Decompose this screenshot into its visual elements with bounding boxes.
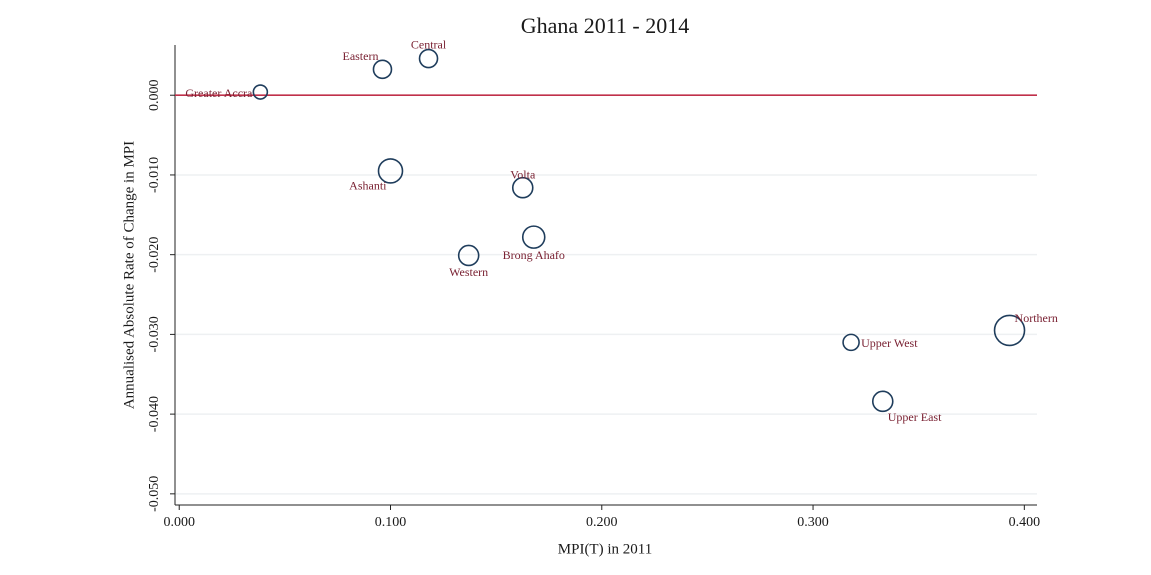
point [377,158,404,184]
y-tick-label: 0.000 [147,79,162,111]
x-axis-label: MPI(T) in 2011 [558,541,652,557]
point [418,48,439,69]
y-axis-label: Annualised Absolute Rate of Change in MP… [121,141,137,409]
point [372,59,393,80]
chart-title: Ghana 2011 - 2014 [521,13,689,38]
y-tick-label: -0.010 [147,157,162,193]
point [252,84,269,100]
point-label: Central [411,37,447,51]
point-label: Western [449,265,488,279]
point [993,314,1026,347]
point [511,176,534,199]
x-tick-label: 0.400 [1009,515,1041,530]
point-label: Ashanti [349,179,387,193]
point-label: Brong Ahafo [503,248,565,262]
x-tick-label: 0.200 [586,515,618,530]
y-tick-label: -0.040 [147,396,162,432]
point [871,390,894,413]
point-label: Northern [1015,311,1058,325]
x-tick-label: 0.300 [797,515,829,530]
point-label: Upper West [861,336,918,350]
y-tick-label: -0.020 [147,237,162,273]
point-label: Upper East [888,410,942,424]
x-tick-label: 0.100 [375,515,407,530]
point [521,225,546,249]
y-tick-label: -0.030 [147,316,162,352]
point [842,333,860,352]
x-tick-label: 0.000 [163,515,195,530]
y-tick-label: -0.050 [147,476,162,512]
point [457,244,480,267]
point-label: Greater Accra [185,86,253,100]
point-label: Eastern [342,49,378,63]
point-label: Volta [510,167,536,181]
